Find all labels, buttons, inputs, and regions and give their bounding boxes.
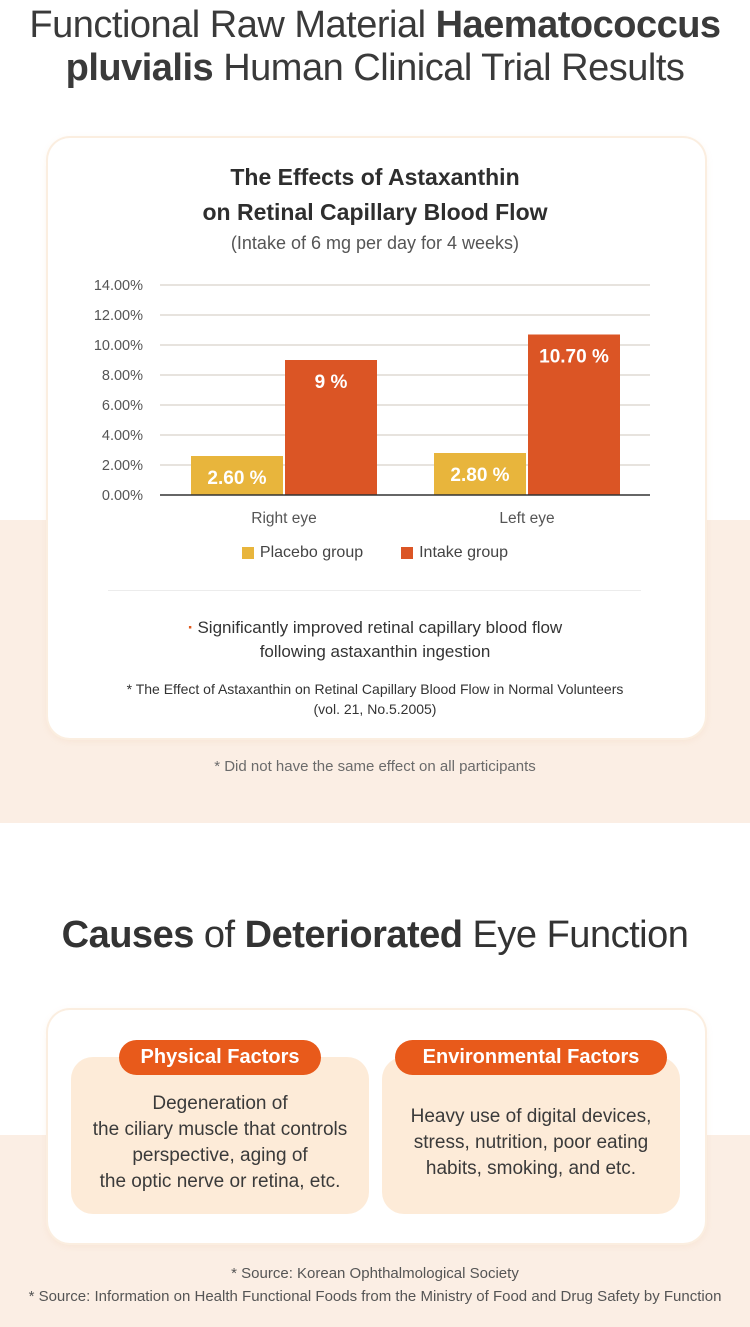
physical-factors-label: Physical Factors bbox=[119, 1040, 321, 1075]
title-line1-light: Functional Raw Material bbox=[29, 4, 436, 46]
reference-citation: * The Effect of Astaxanthin on Retinal C… bbox=[0, 679, 750, 719]
bullet-icon: · bbox=[187, 618, 194, 637]
bar-chart: 0.00% 2.00% 4.00% 6.00% 8.00% 10.00% 12.00% 14.… bbox=[94, 278, 650, 527]
reference-line1: * The Effect of Astaxanthin on Retinal C… bbox=[126, 681, 624, 697]
participants-note: * Did not have the same effect on all pa… bbox=[214, 758, 536, 775]
title-line2-light: Human Clinical Trial Results bbox=[213, 47, 685, 89]
y-tick-label: 0.00% bbox=[102, 488, 143, 504]
section-title-causes: Causes of Deteriorated Eye Function bbox=[0, 914, 750, 957]
bar-data-label: 2.60 % bbox=[207, 468, 266, 489]
x-category-label: Right eye bbox=[251, 510, 316, 527]
page-title: Functional Raw Material Haematococcus pl… bbox=[0, 4, 750, 90]
bar-intake bbox=[285, 360, 377, 495]
bar-data-label: 10.70 % bbox=[539, 347, 609, 368]
y-tick-label: 2.00% bbox=[102, 458, 143, 474]
bar-placebo bbox=[434, 453, 526, 495]
bar-data-label: 9 % bbox=[315, 372, 348, 393]
causes-title-light1: of bbox=[193, 914, 245, 956]
sources: * Source: Korean Ophthalmological Societ… bbox=[0, 1262, 750, 1308]
legend-label-placebo: Placebo group bbox=[259, 544, 364, 561]
finding-line1: Significantly improved retinal capillary… bbox=[197, 618, 563, 637]
chart-legend: Placebo group Intake group bbox=[0, 544, 750, 562]
source-line1: * Source: Korean Ophthalmological Societ… bbox=[231, 1265, 519, 1282]
chart-title: The Effects of Astaxanthin on Retinal Ca… bbox=[0, 160, 750, 230]
chart-title-line2: on Retinal Capillary Blood Flow bbox=[202, 199, 548, 225]
x-category-label: Left eye bbox=[499, 510, 554, 527]
bar-intake bbox=[528, 334, 620, 495]
finding-text: · Significantly improved retinal capillar… bbox=[0, 616, 750, 664]
legend-swatch-placebo bbox=[241, 547, 254, 559]
y-tick-label: 12.00% bbox=[94, 308, 143, 324]
y-tick-label: 8.00% bbox=[102, 368, 143, 384]
source-line2: * Source: Information on Health Function… bbox=[28, 1288, 722, 1305]
environmental-factors-label: Environmental Factors bbox=[395, 1040, 667, 1075]
legend-swatch-intake bbox=[401, 547, 414, 559]
y-tick-label: 4.00% bbox=[102, 428, 143, 444]
chart-title-line1: The Effects of Astaxanthin bbox=[230, 164, 520, 190]
y-tick-label: 6.00% bbox=[102, 398, 143, 414]
bar-placebo bbox=[191, 456, 283, 495]
environmental-factors-box bbox=[382, 1057, 680, 1214]
causes-title-light2: Eye Function bbox=[462, 914, 689, 956]
legend-item-placebo: Placebo group bbox=[241, 544, 364, 562]
physical-factors-text: Degeneration of the ciliary muscle that … bbox=[92, 1093, 348, 1192]
legend-item-intake: Intake group bbox=[401, 544, 508, 562]
y-tick-label: 14.00% bbox=[94, 278, 143, 294]
divider bbox=[108, 590, 641, 591]
environmental-factors-text: Heavy use of digital devices, stress, nu… bbox=[410, 1106, 652, 1179]
chart-subtitle: (Intake of 6 mg per day for 4 weeks) bbox=[230, 233, 520, 253]
y-tick-label: 10.00% bbox=[94, 338, 143, 354]
title-line2-bold: pluvialis bbox=[65, 47, 214, 89]
causes-title-bold2: Deteriorated bbox=[244, 914, 463, 956]
legend-label-intake: Intake group bbox=[419, 544, 509, 561]
reference-line2: (vol. 21, No.5.2005) bbox=[313, 701, 437, 717]
bar-data-label: 2.80 % bbox=[450, 465, 509, 486]
title-line1-bold: Haematococcus bbox=[435, 4, 721, 46]
finding-line2: following astaxanthin ingestion bbox=[259, 642, 491, 661]
physical-factors-box bbox=[71, 1057, 369, 1214]
causes-title-bold1: Causes bbox=[61, 914, 195, 956]
